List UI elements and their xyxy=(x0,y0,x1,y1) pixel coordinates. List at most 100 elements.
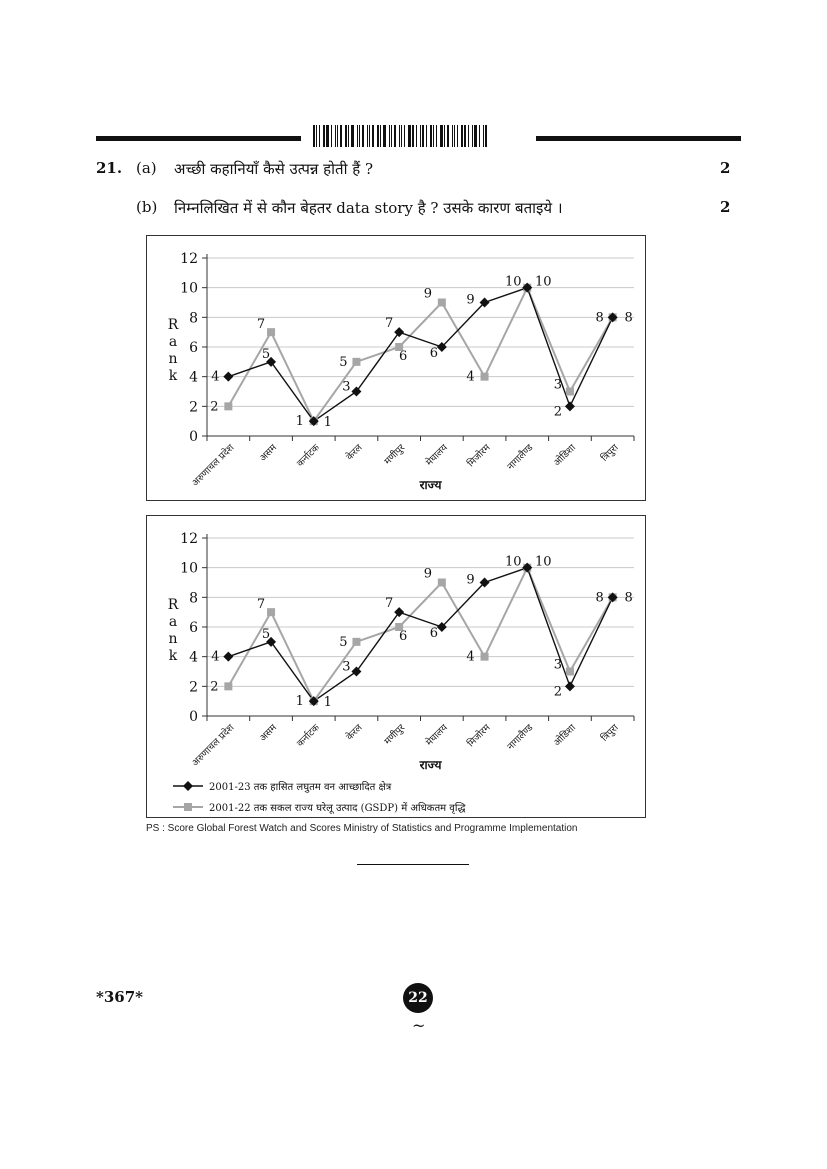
data-label: 4 xyxy=(466,650,474,665)
data-point xyxy=(437,298,446,307)
barcode-bar xyxy=(454,125,455,147)
barcode-bar xyxy=(372,125,374,147)
data-point xyxy=(480,372,489,381)
data-point xyxy=(564,401,575,412)
barcode-bar xyxy=(479,125,480,147)
x-tick-label: अरुणाचल प्रदेश xyxy=(189,721,237,769)
data-label: 6 xyxy=(399,349,407,364)
barcode-bar xyxy=(474,125,477,147)
x-tick-label: नागालैण्ड xyxy=(505,721,536,752)
data-point xyxy=(565,667,574,676)
data-label: 5 xyxy=(339,355,347,370)
barcode-bar xyxy=(399,125,400,147)
barcode-bar xyxy=(345,125,347,147)
data-label: 8 xyxy=(625,310,633,325)
data-label: 1 xyxy=(296,694,304,709)
data-point xyxy=(395,343,404,351)
barcode-bar xyxy=(380,125,381,147)
legend-entry: 2001-22 तक सकल राज्य घरेलू उत्पाद (GSDP)… xyxy=(209,802,466,814)
data-point xyxy=(223,371,234,382)
data-point xyxy=(394,327,405,338)
barcode-bar xyxy=(367,125,368,147)
barcode-bar xyxy=(452,125,453,147)
x-tick-label: कर्नाटक xyxy=(294,721,322,749)
data-point xyxy=(607,592,618,603)
data-point xyxy=(436,622,447,632)
data-point xyxy=(395,623,404,631)
data-label: 8 xyxy=(625,590,633,605)
page-number-badge: 22 xyxy=(403,983,433,1013)
data-point xyxy=(223,651,234,662)
data-label: 9 xyxy=(466,293,474,308)
data-label: 8 xyxy=(596,310,604,325)
y-tick-label: 8 xyxy=(189,590,198,606)
y-tick-label: 2 xyxy=(189,399,198,415)
data-point xyxy=(479,577,490,588)
data-label: 10 xyxy=(505,275,522,290)
data-point xyxy=(564,681,575,692)
data-point xyxy=(267,608,276,617)
barcode-bar xyxy=(444,125,445,147)
barcode-bar xyxy=(440,125,443,147)
question-a-marks: 2 xyxy=(720,159,731,177)
x-tick-label: मेघालय xyxy=(423,721,450,748)
data-label: 6 xyxy=(430,626,438,641)
barcode-bar xyxy=(412,125,414,147)
data-label: 5 xyxy=(339,635,347,650)
data-label: 6 xyxy=(430,346,438,361)
data-point xyxy=(436,342,447,352)
barcode-bar xyxy=(483,125,484,147)
data-label: 4 xyxy=(211,650,219,665)
barcode-bar xyxy=(383,125,386,147)
x-tick-label: असम xyxy=(258,722,280,744)
data-point xyxy=(479,297,490,308)
end-rule xyxy=(357,864,469,865)
question-a-text: अच्छी कहानियाँ कैसे उत्पन्न होती हैं ? xyxy=(174,160,373,178)
data-point xyxy=(352,637,361,646)
barcode-bar xyxy=(420,125,421,147)
legend-marker xyxy=(183,781,193,791)
y-tick-label: 4 xyxy=(189,370,198,386)
barcode-bar xyxy=(357,125,358,147)
barcode-bar xyxy=(472,125,473,147)
y-tick-label: 12 xyxy=(180,531,198,547)
x-tick-label: असम xyxy=(258,442,280,464)
barcode-bar xyxy=(464,125,466,147)
data-label: 8 xyxy=(596,590,604,605)
barcode-bar xyxy=(447,125,449,147)
x-axis-label: राज्य xyxy=(419,758,443,772)
barcode-bar xyxy=(391,125,392,147)
barcode-bar xyxy=(436,125,437,147)
question-b-marks: 2 xyxy=(720,198,731,216)
y-axis-label-letter: k xyxy=(169,648,178,664)
data-label: 1 xyxy=(324,415,332,430)
data-point xyxy=(224,682,233,691)
data-label: 3 xyxy=(554,658,562,673)
barcode-bar xyxy=(404,125,405,147)
x-tick-label: केरल xyxy=(344,721,365,742)
data-point xyxy=(224,402,233,411)
barcode-bar xyxy=(430,125,432,147)
x-tick-label: ओडिशा xyxy=(551,721,578,748)
y-axis-label-letter: a xyxy=(169,334,177,350)
source-note: PS : Score Global Forest Watch and Score… xyxy=(146,823,578,834)
y-tick-label: 6 xyxy=(189,620,198,636)
data-point xyxy=(351,386,362,397)
series-line xyxy=(228,566,614,703)
data-point xyxy=(351,666,362,677)
header-rule-right xyxy=(536,136,741,141)
barcode-bar xyxy=(351,125,354,147)
barcode-bar xyxy=(326,125,329,147)
barcode-bar xyxy=(416,125,417,147)
page-tilde: ~ xyxy=(412,1016,426,1035)
page-number: 22 xyxy=(408,990,428,1006)
data-point xyxy=(437,578,446,587)
barcode-bar xyxy=(394,125,396,147)
data-label: 1 xyxy=(296,414,304,429)
x-tick-label: मणीपुर xyxy=(382,721,408,747)
barcode-bar xyxy=(362,125,364,147)
barcode-bar xyxy=(335,125,336,147)
barcode-bar xyxy=(408,125,411,147)
